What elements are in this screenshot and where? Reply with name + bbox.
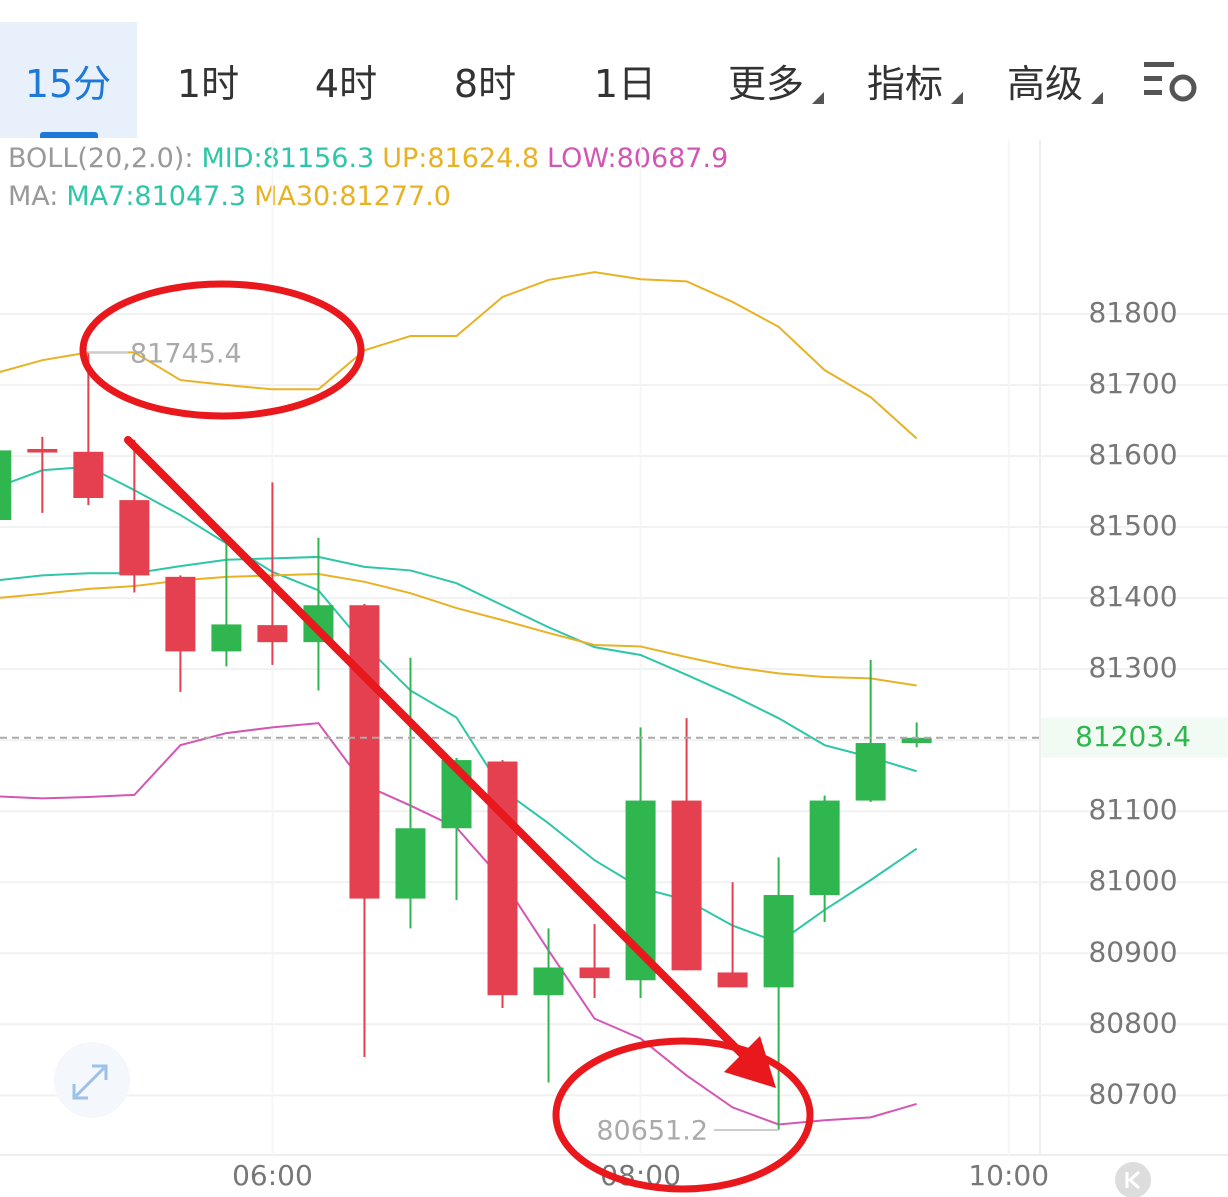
overlay xyxy=(79,280,814,1193)
indicator-line xyxy=(0,465,918,944)
candle-body xyxy=(119,500,150,576)
tab[interactable]: 1时 xyxy=(176,61,240,106)
indicator-line xyxy=(0,271,918,440)
legend-entry: UP:81624.8 xyxy=(382,143,540,174)
tab[interactable]: 4时 xyxy=(314,61,378,106)
candle-body xyxy=(901,737,932,744)
tab[interactable]: 高级 xyxy=(1006,61,1083,106)
arrow-head xyxy=(724,1036,776,1088)
tab[interactable]: 15分 xyxy=(0,22,137,138)
y-tick-label: 81100 xyxy=(1088,793,1177,826)
candle-body xyxy=(809,800,840,896)
candle-body xyxy=(165,576,196,652)
y-tick-label: 81700 xyxy=(1088,367,1177,400)
dropdown-mark xyxy=(951,92,963,104)
collapse-button[interactable] xyxy=(1115,1162,1151,1197)
legend-entry: LOW:80687.9 xyxy=(547,143,729,174)
candle-body xyxy=(487,761,518,996)
high-label: 81745.4 xyxy=(130,338,242,369)
y-tick-label: 81800 xyxy=(1088,296,1177,329)
tab-bar: 15分 1时 4时 8时 1日 更多 指标 高级 xyxy=(0,0,1228,138)
tab[interactable]: 指标 xyxy=(866,61,943,106)
y-tick-label: 80700 xyxy=(1088,1077,1177,1110)
trend-arrow xyxy=(124,436,752,1064)
candle-body xyxy=(395,828,426,899)
candle-body xyxy=(211,624,242,652)
x-tick-label: 06:00 xyxy=(232,1159,313,1192)
legend-row: BOLL(20,2.0): MID:81156.3 UP:81624.8 LOW:80… xyxy=(8,140,736,178)
y-tick-label: 80900 xyxy=(1088,935,1177,968)
highlight-circle xyxy=(552,1037,814,1193)
y-tick-label: 81600 xyxy=(1088,438,1177,471)
y-tick-label: 81300 xyxy=(1088,651,1177,684)
candle-body xyxy=(257,625,288,643)
settings-icon[interactable] xyxy=(1144,62,1197,102)
candle-body xyxy=(579,967,610,979)
legend-row: MA: MA7:81047.3 MA30:81277.0 xyxy=(8,178,736,216)
y-tick-label: 81400 xyxy=(1088,580,1177,613)
candle-body xyxy=(73,451,104,498)
candle-body xyxy=(717,972,748,988)
candle-body xyxy=(763,895,794,988)
y-tick-label: 81000 xyxy=(1088,864,1177,897)
highlight-circle xyxy=(79,280,365,420)
candle-body xyxy=(855,743,886,801)
candle-body xyxy=(0,450,12,521)
candle-body xyxy=(533,967,564,996)
tab[interactable]: 8时 xyxy=(453,61,517,106)
indicator-line xyxy=(0,555,917,773)
indicator-line xyxy=(0,572,917,687)
last-price-box xyxy=(1041,717,1228,758)
legend-entry: MID:81156.3 xyxy=(201,143,375,174)
tab[interactable]: 更多 xyxy=(727,61,804,106)
candle-body xyxy=(349,605,380,899)
legend-title: MA: xyxy=(8,181,59,212)
dropdown-mark xyxy=(812,92,824,104)
y-tick-label: 80800 xyxy=(1088,1006,1177,1039)
candle-body xyxy=(671,800,702,971)
x-tick-label: 10:00 xyxy=(968,1159,1049,1192)
legend: BOLL(20,2.0): MID:81156.3 UP:81624.8 LOW:80… xyxy=(8,140,736,216)
candle-body xyxy=(27,448,58,453)
tab-indicator xyxy=(40,132,98,138)
y-tick-label: 81500 xyxy=(1088,509,1177,542)
tab[interactable]: 1日 xyxy=(593,61,657,106)
low-label: 80651.2 xyxy=(596,1115,708,1146)
legend-title: BOLL(20,2.0): xyxy=(8,143,194,174)
last-price-label: 81203.4 xyxy=(1075,720,1191,753)
expand-button[interactable] xyxy=(54,1042,130,1118)
dropdown-mark xyxy=(1091,92,1103,104)
legend-entry: MA30:81277.0 xyxy=(254,181,451,212)
legend-entry: MA7:81047.3 xyxy=(66,181,247,212)
